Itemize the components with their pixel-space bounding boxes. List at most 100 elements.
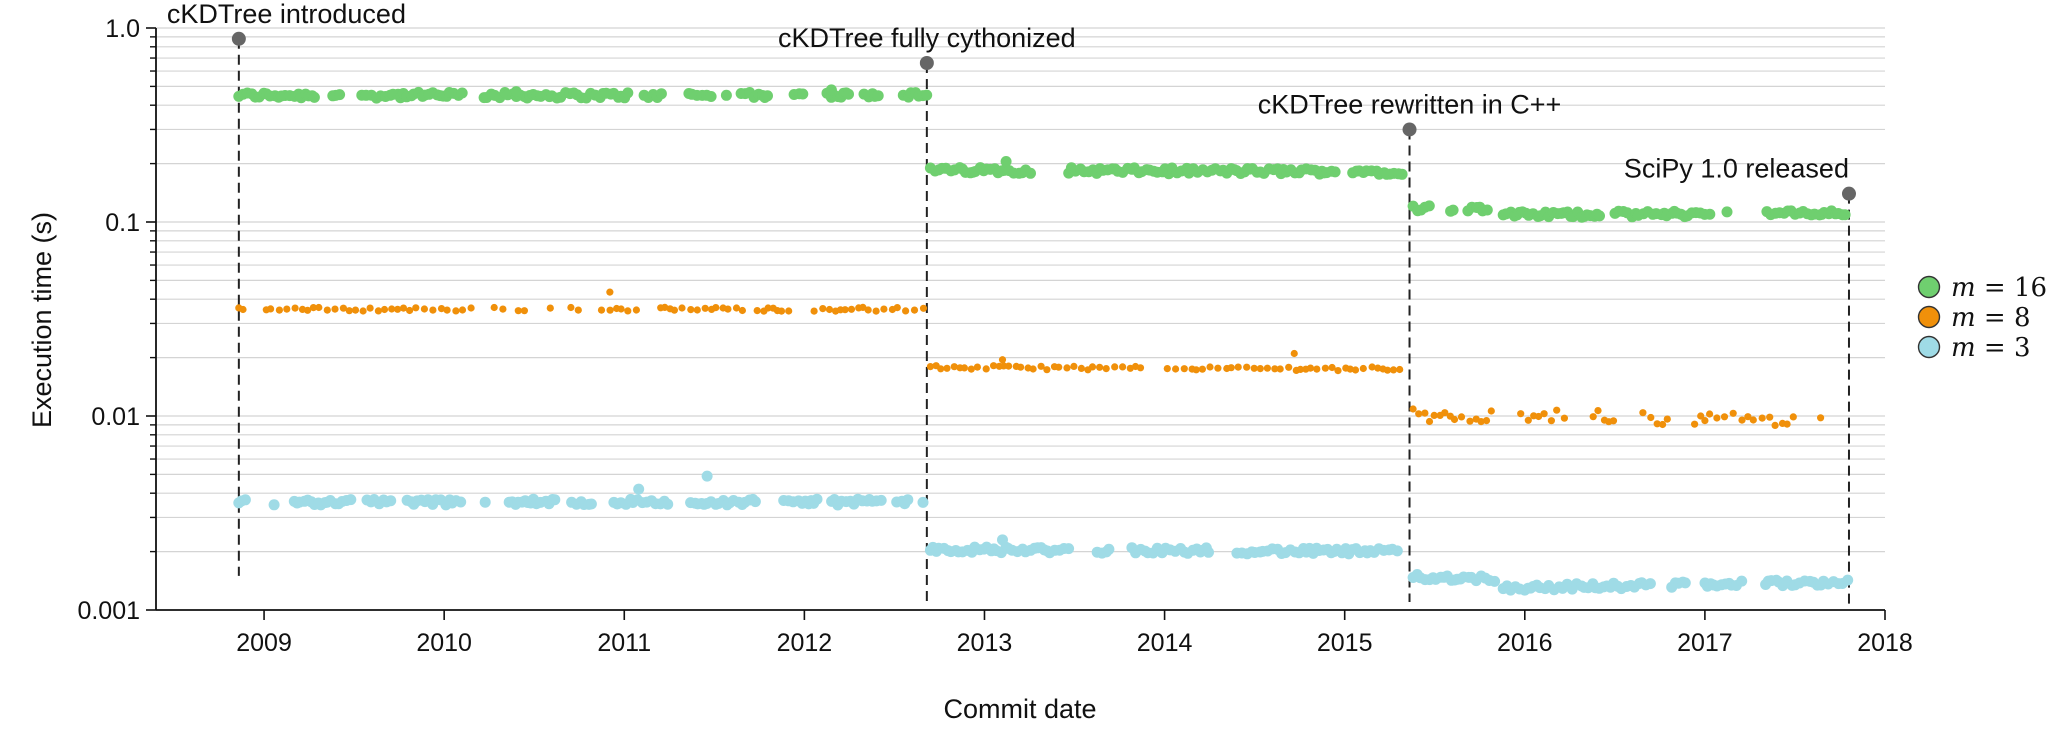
data-point — [1396, 365, 1404, 374]
data-point — [864, 306, 872, 314]
data-point — [701, 470, 713, 482]
data-point — [1704, 208, 1716, 220]
data-point — [1713, 414, 1721, 422]
legend-label: m = 3 — [1951, 333, 2031, 363]
data-point — [1055, 363, 1063, 371]
data-point — [1609, 417, 1618, 425]
data-point — [1489, 575, 1501, 587]
data-point — [1415, 410, 1423, 418]
series-m8 — [235, 288, 1825, 429]
data-point — [585, 498, 597, 510]
data-point — [1383, 366, 1392, 374]
data-point — [339, 304, 347, 312]
series-m16 — [233, 84, 1851, 223]
data-point — [239, 305, 247, 314]
data-point — [624, 307, 632, 315]
data-point — [1243, 363, 1251, 371]
data-point — [1553, 406, 1561, 414]
data-point — [315, 303, 323, 312]
data-point — [267, 305, 275, 313]
data-point — [412, 304, 420, 312]
data-point — [406, 306, 414, 315]
annotation-marker — [231, 31, 246, 46]
data-point — [1102, 365, 1110, 373]
data-point — [549, 494, 561, 506]
data-point — [753, 307, 761, 315]
x-tick-label: 2011 — [597, 629, 651, 657]
data-point — [841, 306, 849, 314]
data-points — [233, 84, 1854, 596]
annotation-label: SciPy 1.0 released — [1624, 154, 1849, 184]
data-point — [1842, 574, 1854, 586]
x-axis-title: Commit date — [943, 694, 1096, 724]
series-m3 — [233, 470, 1854, 596]
data-point — [1296, 365, 1304, 373]
data-point — [546, 304, 554, 312]
data-point — [1653, 420, 1661, 428]
data-point — [1214, 364, 1222, 372]
data-point — [1409, 405, 1417, 413]
data-point — [880, 305, 888, 313]
data-point — [902, 494, 914, 506]
x-tick-label: 2018 — [1857, 629, 1913, 657]
data-point — [268, 499, 280, 511]
data-point — [633, 483, 645, 495]
data-point — [1037, 362, 1045, 370]
axes: 0.001 0.01 0.1 1.0 2009 2010 2011 2012 2013 2014 2… — [77, 15, 1912, 657]
x-tick-label: 2014 — [1137, 629, 1193, 657]
data-point — [574, 306, 582, 314]
data-point — [452, 307, 460, 315]
data-point — [456, 87, 468, 99]
data-point — [1346, 365, 1354, 373]
data-point — [1524, 416, 1532, 424]
data-point — [1290, 349, 1298, 358]
data-point — [1263, 364, 1271, 372]
data-point — [1450, 415, 1459, 424]
data-point — [1482, 417, 1491, 425]
data-point — [693, 306, 701, 314]
data-point — [1285, 363, 1293, 371]
data-point — [819, 305, 827, 313]
data-point — [437, 305, 446, 313]
data-point — [291, 304, 299, 312]
data-point — [919, 304, 928, 312]
data-point — [1721, 206, 1733, 218]
data-point — [902, 307, 910, 315]
data-point — [825, 84, 837, 96]
data-point — [458, 306, 467, 314]
data-point — [1447, 204, 1459, 216]
data-point — [797, 88, 809, 100]
data-point — [345, 307, 353, 315]
data-point — [749, 496, 761, 508]
x-tick-label: 2009 — [236, 629, 292, 657]
data-point — [1477, 418, 1485, 426]
legend-marker — [1917, 305, 1941, 329]
y-tick-label: 0.01 — [91, 403, 140, 431]
data-point — [1063, 543, 1075, 555]
data-point — [670, 306, 679, 314]
data-point — [1000, 156, 1012, 168]
data-point — [960, 364, 969, 372]
data-point — [1517, 410, 1525, 418]
data-point — [1481, 204, 1493, 216]
data-point — [351, 306, 360, 314]
data-point — [499, 305, 507, 313]
data-point — [687, 306, 695, 314]
data-point — [1457, 413, 1466, 421]
data-point — [712, 304, 720, 312]
data-point — [309, 304, 317, 312]
data-point — [678, 304, 686, 312]
data-point — [1192, 366, 1200, 374]
data-point — [1328, 363, 1336, 372]
data-point — [990, 362, 998, 370]
x-tick-label: 2015 — [1317, 629, 1373, 657]
data-point — [1250, 364, 1258, 372]
data-point — [275, 306, 283, 314]
data-point — [825, 305, 834, 314]
y-axis-title: Execution time (s) — [27, 212, 57, 428]
annotation-label: cKDTree rewritten in C++ — [1258, 89, 1562, 119]
data-point — [847, 305, 856, 313]
data-point — [998, 356, 1007, 364]
data-point — [1589, 413, 1597, 421]
